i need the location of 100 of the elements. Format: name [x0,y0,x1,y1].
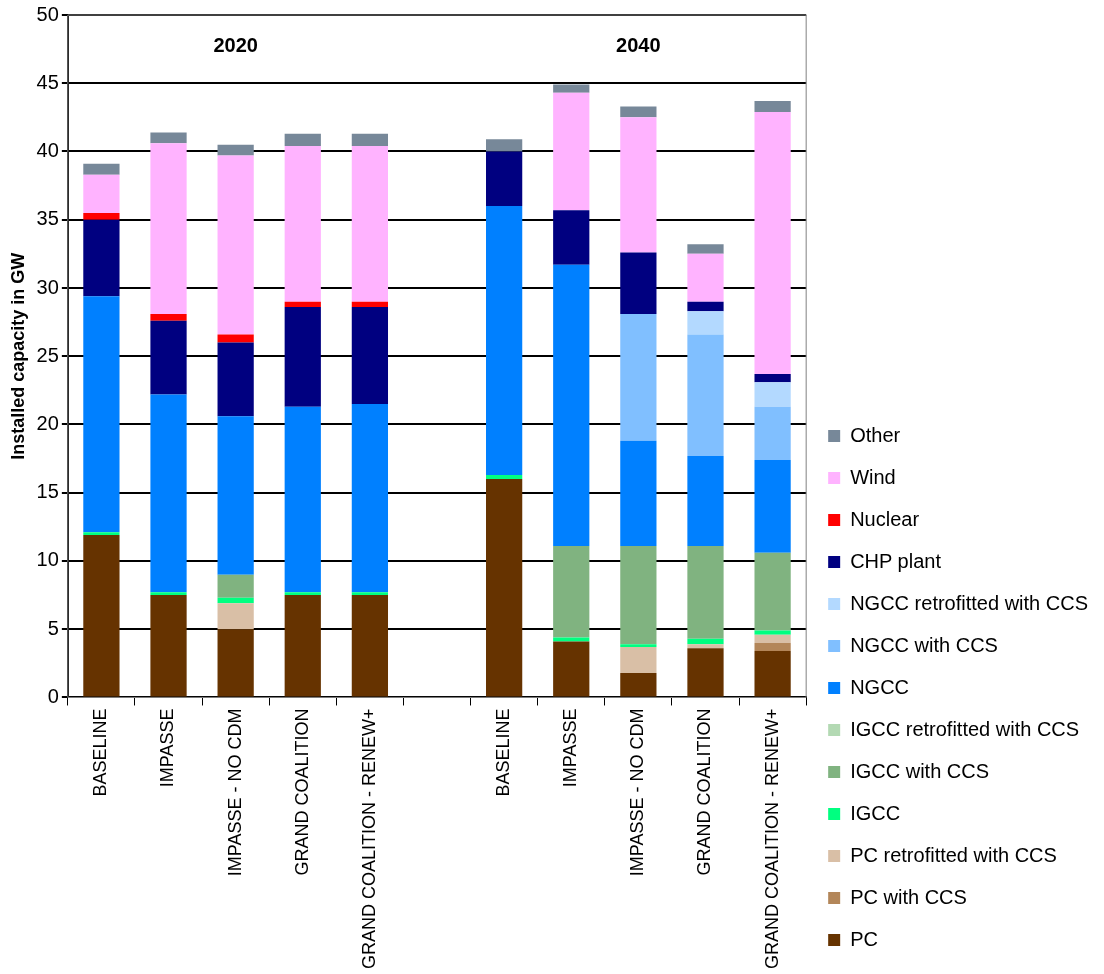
legend-label: NGCC retrofitted with CCS [850,591,1089,614]
bar [687,301,724,312]
bar [351,307,389,405]
x-tick-label: IMPASSE - NO CDM [224,708,245,877]
bar [687,648,724,697]
x-tick-label: GRAND COALITION [291,708,312,876]
bar [620,117,657,253]
legend-label: PC [850,927,878,950]
bar [486,151,523,207]
bar [553,84,590,93]
bar [217,144,254,156]
legend-label: IGCC retrofitted with CCS [850,717,1080,740]
bar [553,92,590,211]
x-tick-label: IMPASSE - NO CDM [627,708,648,877]
bar [620,106,657,118]
bar [351,133,389,147]
bar [620,313,657,441]
bar [217,597,254,604]
legend-label: Nuclear [850,507,920,530]
x-tick-label: GRAND COALITION - RENEW+ [358,708,379,970]
y-tick-label: 30 [36,275,59,298]
bar [687,244,724,254]
bar [754,651,791,697]
bar [620,545,657,645]
bar [754,630,791,635]
bar [351,146,389,302]
annotation: 2040 [616,33,661,56]
bar [486,139,523,152]
bar [754,406,791,460]
bar [754,634,791,643]
bar [754,459,791,553]
y-tick-label: 15 [36,480,59,503]
x-tick-label: IMPASSE [157,708,178,788]
bar [284,595,321,697]
bar [754,382,791,407]
bar [217,155,254,335]
bar [284,592,321,596]
y-tick-label: 25 [36,343,59,366]
bar [150,313,187,321]
bar [620,440,657,546]
legend-label: Wind [850,465,896,488]
bar [553,210,590,265]
legend-label: IGCC [850,801,901,824]
y-axis-title: Installed capacity in GW [7,252,28,460]
y-tick-label: 45 [36,70,59,93]
bar [553,637,590,642]
bar [351,592,389,596]
y-tick-label: 20 [36,412,59,434]
y-tick-label: 40 [36,139,59,162]
y-tick-label: 10 [36,548,59,571]
bar [351,595,389,697]
bar [150,595,187,697]
bar [284,301,321,308]
bar [687,311,724,335]
bar [754,642,791,652]
bar [83,532,120,536]
legend-label: PC with CCS [850,885,967,908]
bar [284,133,321,147]
bar [150,132,187,144]
bar [754,552,791,631]
bar [83,163,120,175]
bar [553,545,590,638]
bar [687,253,724,302]
bar [217,334,254,343]
bar [486,479,523,697]
bar [687,644,724,649]
x-tick-label: GRAND COALITION [694,708,715,876]
y-tick-label: 50 [36,2,59,25]
bar [284,307,321,407]
x-tick-label: IMPASSE [560,708,581,788]
bar [284,146,321,302]
bar [553,641,590,697]
bar [754,111,791,374]
bar [83,535,120,697]
bar [351,301,389,308]
bar [620,646,657,673]
bar [687,638,724,645]
x-tick-label: BASELINE [493,708,514,797]
bar [217,416,254,575]
bar [150,592,187,596]
bar [150,143,187,314]
bar [83,212,120,220]
bar [620,252,657,314]
bar [150,320,187,395]
bar [150,394,187,593]
bar [83,219,120,297]
legend-label: NGCC with CCS [850,633,998,656]
x-tick-label: BASELINE [90,708,111,797]
bar [83,296,120,533]
bar [754,373,791,383]
bar [217,629,254,697]
bar [217,574,254,598]
legend-label: CHP plant [850,549,942,572]
legend-label: Other [850,423,901,446]
bar [687,455,724,546]
bar [553,264,590,546]
bar [217,603,254,630]
bar [687,334,724,456]
y-tick-label: 0 [47,684,59,707]
legend-label: NGCC [850,675,910,698]
